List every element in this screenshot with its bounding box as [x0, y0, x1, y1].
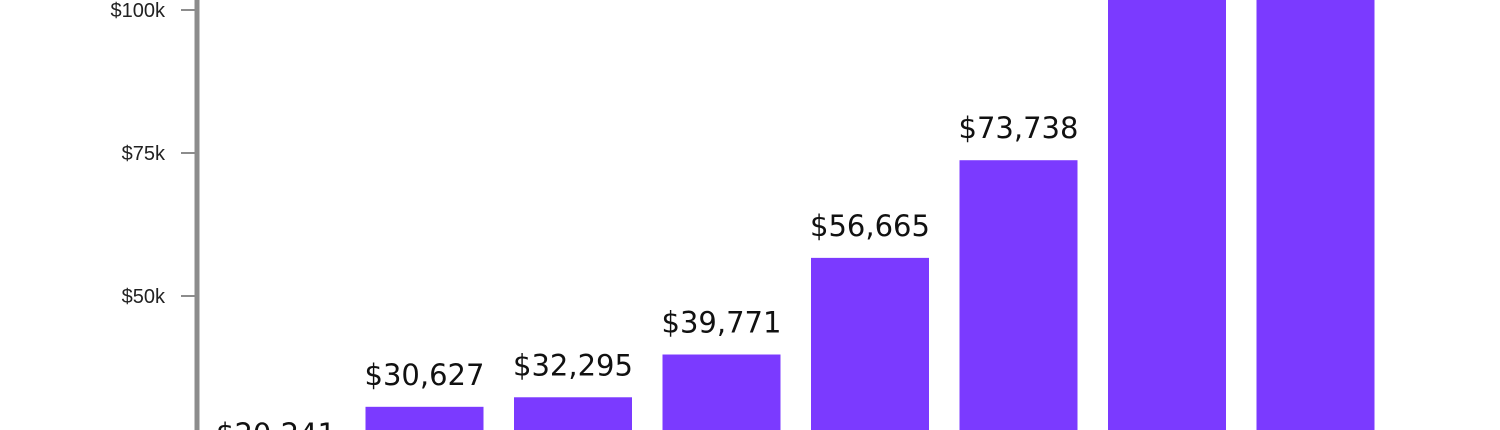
y-axis: $25k$50k$75k$100k	[111, 0, 200, 430]
bar	[514, 397, 632, 430]
bar-value-label: $56,665	[810, 209, 930, 243]
bar	[1256, 0, 1375, 430]
bar-value-label: $32,295	[513, 348, 633, 382]
bar-value-label: $20,241	[216, 417, 336, 430]
data-labels: $20,241 $30,627 $32,295 $39,771 $56,665 $73,7…	[216, 111, 1078, 430]
bar	[811, 257, 929, 430]
y-tick-label: $75k	[122, 143, 166, 165]
bar	[662, 354, 781, 430]
bar-series	[365, 0, 1375, 430]
bar	[365, 406, 484, 430]
y-tick-label: $50k	[122, 286, 166, 308]
bar	[1108, 0, 1226, 430]
bar-value-label: $39,771	[662, 306, 782, 340]
bar	[959, 160, 1078, 430]
y-tick-label: $100k	[111, 0, 166, 22]
bar-value-label: $30,627	[365, 358, 485, 392]
bar-value-label: $73,738	[959, 111, 1079, 145]
